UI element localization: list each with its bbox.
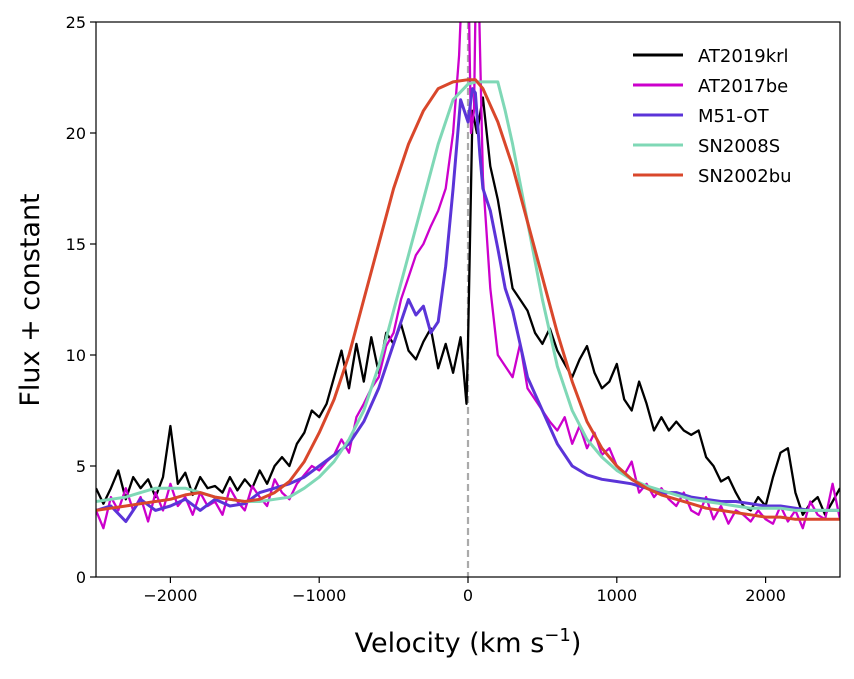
series-line-at2019krl [96, 96, 840, 516]
y-tick-label: 5 [76, 457, 86, 476]
y-tick-label: 10 [66, 346, 86, 365]
x-axis-title-main: Velocity (km s [355, 628, 545, 659]
axis-ticks: −2000 −1000 0 1000 2000 0 5 10 15 20 25 [66, 13, 786, 605]
legend-label-m51-ot: M51-OT [698, 106, 770, 127]
x-tick-label: 0 [463, 586, 473, 605]
x-axis-title: Velocity (km s−1) [355, 625, 582, 659]
x-tick-label: 1000 [596, 586, 637, 605]
legend-label-sn2008s: SN2008S [698, 136, 780, 157]
x-tick-label: −1000 [292, 586, 346, 605]
plot-area [96, 22, 840, 577]
x-tick-label: 2000 [745, 586, 786, 605]
y-tick-label: 0 [76, 568, 86, 587]
series-line-sn2002bu [96, 78, 840, 521]
x-tick-label: −2000 [143, 586, 197, 605]
series-line-at2017be [96, 22, 840, 530]
legend-label-at2017be: AT2017be [698, 76, 788, 97]
x-axis-title-superscript: −1 [544, 625, 571, 646]
legend: AT2019krl AT2017be M51-OT SN2008S SN2002bu [633, 46, 792, 187]
legend-label-sn2002bu: SN2002bu [698, 166, 792, 187]
y-axis-title: Flux + constant [15, 193, 46, 406]
legend-label-at2019krl: AT2019krl [698, 46, 789, 67]
y-tick-label: 15 [66, 235, 86, 254]
y-tick-label: 25 [66, 13, 86, 32]
series-line-m51-ot [96, 87, 840, 523]
x-axis-title-close: ) [571, 628, 582, 659]
y-tick-label: 20 [66, 124, 86, 143]
